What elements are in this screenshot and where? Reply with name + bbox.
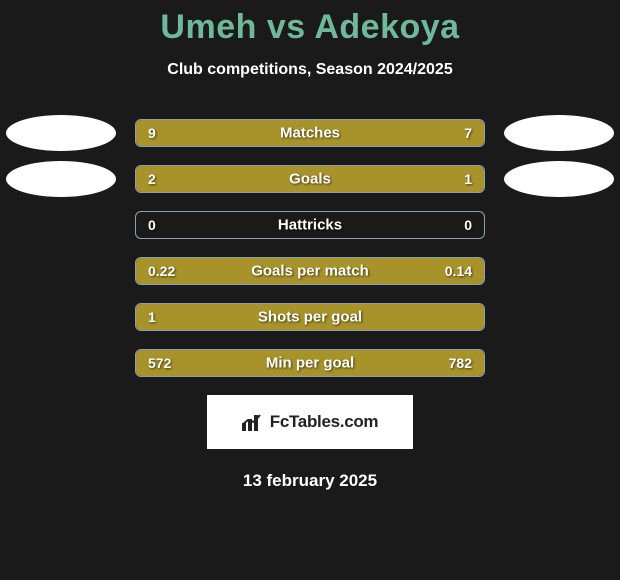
player-right-badge bbox=[504, 161, 614, 197]
stat-label: Min per goal bbox=[266, 355, 354, 372]
stat-label: Goals bbox=[289, 171, 331, 188]
stat-label: Goals per match bbox=[251, 263, 369, 280]
stat-row: 1 Shots per goal bbox=[0, 303, 620, 331]
stat-left-value: 2 bbox=[148, 171, 156, 187]
stat-bar: 2 Goals 1 bbox=[135, 165, 485, 193]
stat-bar: 0.22 Goals per match 0.14 bbox=[135, 257, 485, 285]
stat-left-value: 1 bbox=[148, 309, 156, 325]
stat-left-value: 0 bbox=[148, 217, 156, 233]
brand-text: FcTables.com bbox=[270, 412, 379, 432]
stat-bar: 572 Min per goal 782 bbox=[135, 349, 485, 377]
stat-label: Shots per goal bbox=[258, 309, 362, 326]
stat-row: 0.22 Goals per match 0.14 bbox=[0, 257, 620, 285]
stat-right-value: 7 bbox=[464, 125, 472, 141]
stat-bar: 0 Hattricks 0 bbox=[135, 211, 485, 239]
date-text: 13 february 2025 bbox=[0, 471, 620, 491]
player-right-badge bbox=[504, 115, 614, 151]
stat-row: 2 Goals 1 bbox=[0, 165, 620, 193]
stat-label: Matches bbox=[280, 125, 340, 142]
page-title: Umeh vs Adekoya bbox=[0, 8, 620, 47]
stat-left-value: 572 bbox=[148, 355, 171, 371]
player-left-name: Umeh bbox=[160, 8, 256, 46]
stat-row: 9 Matches 7 bbox=[0, 119, 620, 147]
stat-bar: 1 Shots per goal bbox=[135, 303, 485, 331]
stat-label: Hattricks bbox=[278, 217, 342, 234]
stat-right-value: 1 bbox=[464, 171, 472, 187]
stat-row: 572 Min per goal 782 bbox=[0, 349, 620, 377]
comparison-card: Umeh vs Adekoya Club competitions, Seaso… bbox=[0, 0, 620, 491]
bar-right-fill bbox=[331, 120, 484, 146]
stat-right-value: 0.14 bbox=[445, 263, 472, 279]
stat-right-value: 782 bbox=[449, 355, 472, 371]
stat-left-value: 0.22 bbox=[148, 263, 175, 279]
stat-left-value: 9 bbox=[148, 125, 156, 141]
brand-inner: FcTables.com bbox=[242, 412, 379, 432]
player-right-name: Adekoya bbox=[314, 8, 459, 46]
vs-text: vs bbox=[267, 8, 306, 46]
stat-row: 0 Hattricks 0 bbox=[0, 211, 620, 239]
subtitle: Club competitions, Season 2024/2025 bbox=[0, 61, 620, 79]
stat-bar: 9 Matches 7 bbox=[135, 119, 485, 147]
stats-rows: 9 Matches 7 2 Goals 1 0 Hattri bbox=[0, 119, 620, 377]
stat-right-value: 0 bbox=[464, 217, 472, 233]
chart-icon bbox=[242, 413, 264, 431]
player-left-badge bbox=[6, 115, 116, 151]
player-left-badge bbox=[6, 161, 116, 197]
brand-logo[interactable]: FcTables.com bbox=[207, 395, 413, 449]
bar-left-fill bbox=[136, 166, 369, 192]
